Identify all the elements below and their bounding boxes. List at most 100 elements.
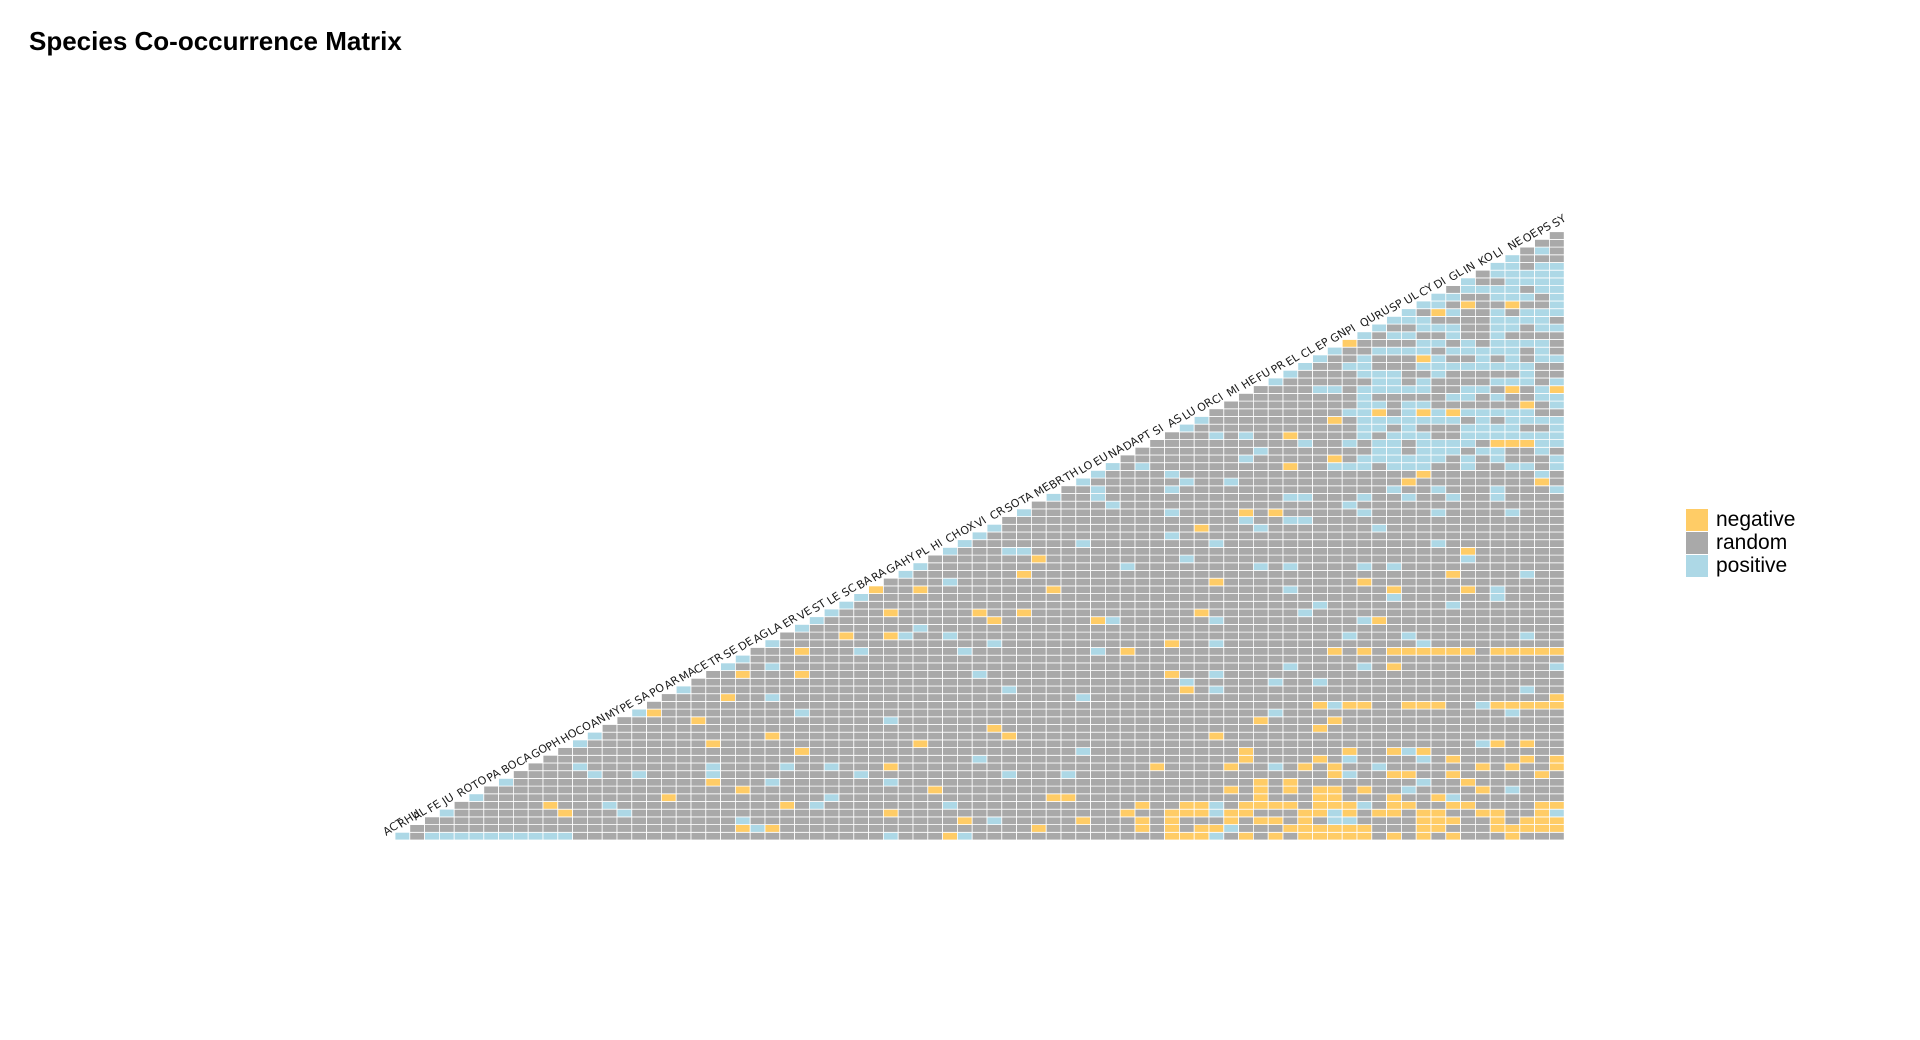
heatmap-cell (1371, 708, 1388, 718)
heatmap-cell (927, 785, 943, 795)
heatmap-cell (927, 716, 943, 725)
heatmap-cell (1223, 485, 1240, 494)
heatmap-cell (1460, 516, 1476, 525)
heatmap-cell (1341, 385, 1358, 394)
heatmap-cell (1371, 731, 1388, 741)
heatmap-cell (1534, 469, 1550, 479)
heatmap-cell (868, 762, 884, 772)
heatmap-cell (1534, 608, 1550, 618)
heatmap-cell (1149, 739, 1166, 749)
heatmap-cell (927, 570, 943, 579)
heatmap-cell (883, 639, 899, 648)
heatmap-cell (1075, 785, 1092, 795)
heatmap-cell (1267, 554, 1284, 564)
heatmap-cell (749, 708, 766, 718)
heatmap-cell (1386, 624, 1402, 633)
heatmap-cell (1445, 416, 1462, 425)
heatmap-cell (794, 801, 810, 810)
heatmap-cell (1534, 731, 1550, 741)
heatmap-cell (1090, 824, 1106, 833)
heatmap-cell (1149, 600, 1166, 610)
heatmap-cell (1519, 531, 1536, 541)
heatmap-cell (1519, 547, 1536, 556)
heatmap-cell (1504, 493, 1521, 502)
heatmap-cell (1045, 747, 1062, 756)
heatmap-cell (557, 824, 573, 833)
heatmap-cell (661, 716, 677, 725)
heatmap-cell (1327, 793, 1343, 802)
heatmap-cell (1193, 616, 1210, 625)
heatmap-cell (1371, 716, 1388, 725)
heatmap-cell (1341, 416, 1358, 425)
heatmap-cell (1356, 485, 1373, 494)
heatmap-cell (794, 708, 810, 718)
heatmap-cell (1386, 647, 1402, 656)
heatmap-cell (661, 831, 677, 841)
heatmap-cell (1312, 408, 1328, 417)
heatmap-cell (690, 731, 707, 741)
heatmap-cell (1045, 731, 1062, 741)
heatmap-cell (1549, 469, 1565, 479)
heatmap-cell (957, 808, 973, 818)
heatmap-cell (1504, 670, 1521, 679)
heatmap-cell (1445, 562, 1462, 571)
heatmap-cell (1267, 446, 1284, 456)
heatmap-cell (1119, 816, 1136, 826)
heatmap-cell (1297, 408, 1314, 417)
heatmap-cell (971, 608, 988, 618)
heatmap-cell (1475, 677, 1491, 687)
heatmap-cell (1386, 631, 1402, 641)
heatmap-cell (1134, 793, 1151, 802)
heatmap-cell (1549, 354, 1565, 363)
heatmap-cell (1060, 801, 1077, 810)
heatmap-cell (1075, 716, 1092, 725)
heatmap-cell (1430, 477, 1447, 487)
heatmap-cell (853, 808, 869, 818)
heatmap-cell (1075, 477, 1092, 487)
heatmap-cell (1105, 778, 1121, 787)
heatmap-cell (1460, 785, 1476, 795)
heatmap-cell (823, 670, 840, 679)
heatmap-cell (1179, 808, 1195, 818)
heatmap-cell (883, 816, 899, 826)
legend-item-positive: positive (1686, 554, 1795, 577)
heatmap-cell (1549, 254, 1565, 263)
heatmap-cell (853, 670, 869, 679)
heatmap-cell (1105, 685, 1121, 695)
heatmap-cell (897, 670, 914, 679)
heatmap-cell (735, 793, 751, 802)
heatmap-cell (853, 831, 869, 841)
heatmap-cell (942, 731, 958, 741)
heatmap-cell (1179, 801, 1195, 810)
heatmap-cell (1489, 292, 1506, 302)
heatmap-cell (1282, 508, 1299, 517)
heatmap-cell (897, 793, 914, 802)
heatmap-cell (1238, 770, 1254, 779)
heatmap-cell (1134, 577, 1151, 587)
heatmap-cell (1045, 600, 1062, 610)
heatmap-cell (1045, 670, 1062, 679)
heatmap-cell (675, 801, 692, 810)
heatmap-cell (720, 816, 736, 826)
heatmap-cell (1119, 770, 1136, 779)
heatmap-cell (1430, 608, 1447, 618)
heatmap-cell (1238, 454, 1254, 464)
heatmap-cell (1504, 262, 1521, 271)
heatmap-cell (1489, 731, 1506, 741)
heatmap-cell (1341, 708, 1358, 718)
heatmap-cell (912, 754, 929, 764)
heatmap-cell (942, 831, 958, 841)
heatmap-cell (1267, 547, 1284, 556)
heatmap-cell (1060, 523, 1077, 533)
heatmap-cell (1386, 639, 1402, 648)
heatmap-cell (572, 754, 588, 764)
heatmap-cell (1134, 785, 1151, 795)
heatmap-cell (1460, 362, 1476, 371)
heatmap-cell (1179, 731, 1195, 741)
heatmap-cell (1371, 516, 1388, 525)
heatmap-cell (1253, 608, 1269, 618)
heatmap-cell (1001, 739, 1017, 749)
heatmap-cell (1164, 685, 1180, 695)
heatmap-cell (1386, 354, 1402, 363)
heatmap-cell (883, 831, 899, 841)
